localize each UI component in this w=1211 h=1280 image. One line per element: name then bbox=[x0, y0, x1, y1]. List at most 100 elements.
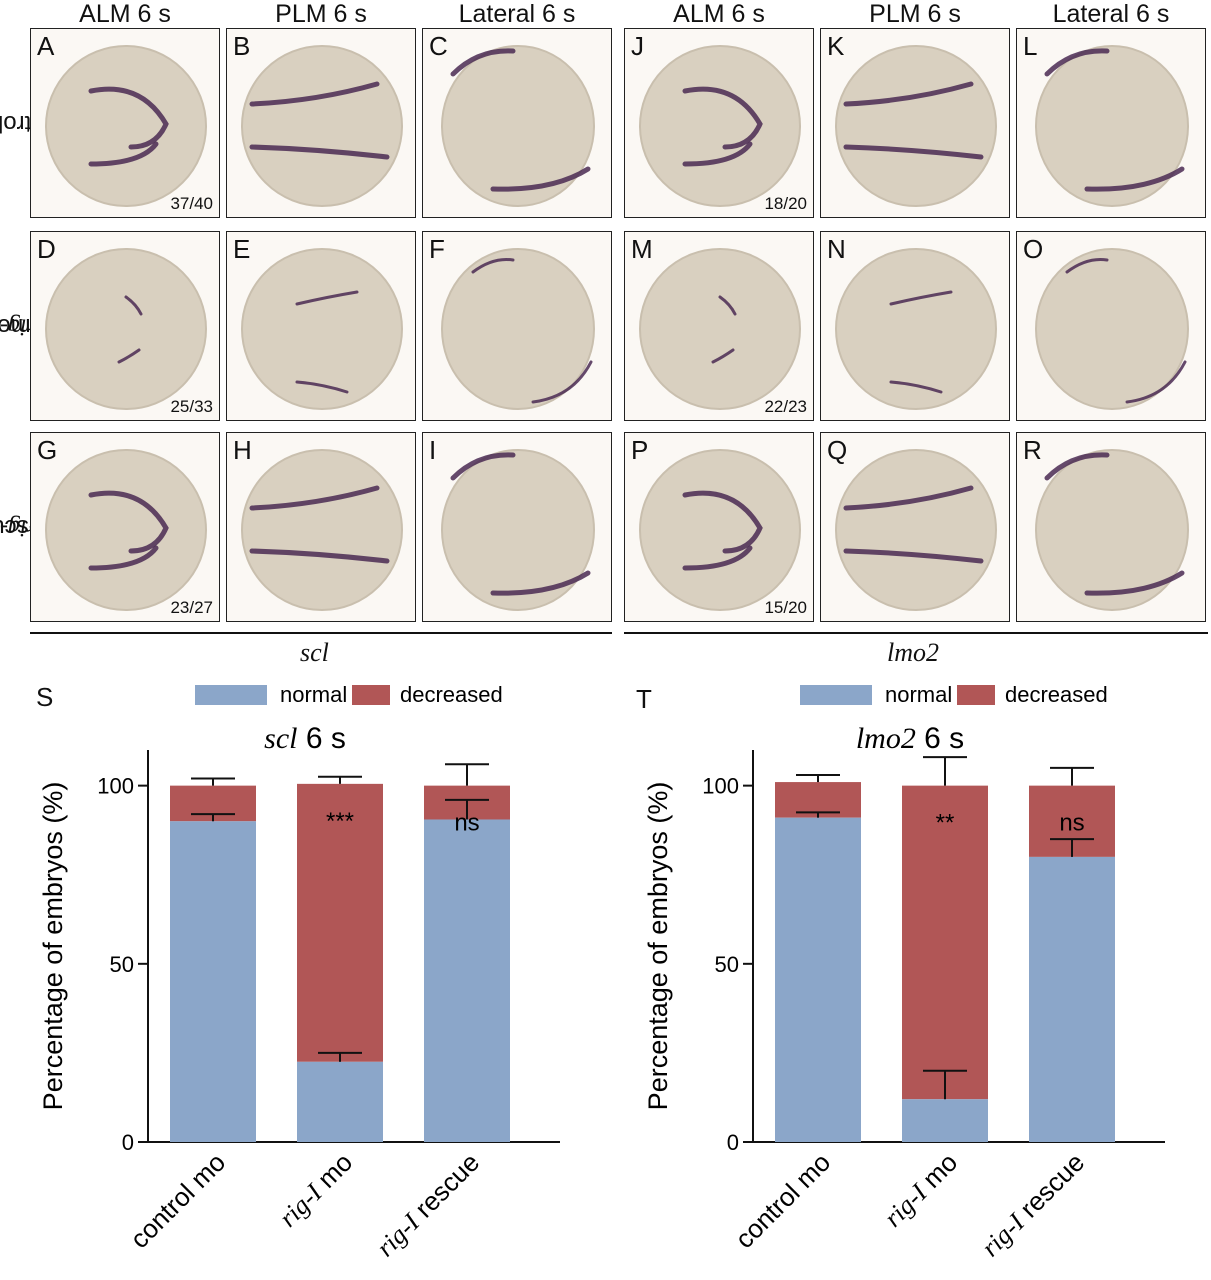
stain-stripe bbox=[718, 295, 737, 316]
embryo-panel-N: N bbox=[820, 231, 1010, 421]
category-label: control mo bbox=[729, 1147, 836, 1254]
stain-stripe bbox=[843, 144, 984, 160]
embryo-panel-D: D 25/33 bbox=[30, 231, 220, 421]
stain-stripe bbox=[843, 485, 974, 511]
embryo-body bbox=[1035, 449, 1189, 611]
stain-stripe bbox=[1125, 360, 1187, 404]
stain-stripe bbox=[889, 290, 953, 306]
legend-swatch-decreased bbox=[957, 685, 995, 705]
stain-stripe bbox=[889, 380, 943, 394]
chart-title-stage: 6 s bbox=[297, 722, 345, 755]
stain-stripe bbox=[88, 86, 169, 150]
gene-label-lmo2: lmo2 bbox=[887, 638, 939, 667]
bar-normal bbox=[170, 821, 256, 1142]
embryo-panel-G: G 23/27 bbox=[30, 432, 220, 622]
embryo-image bbox=[835, 45, 997, 207]
bar-normal bbox=[1029, 856, 1115, 1142]
stain-stripe bbox=[450, 48, 516, 77]
embryo-panel-C: C bbox=[422, 28, 612, 218]
panel-letter: F bbox=[429, 234, 445, 264]
embryo-image bbox=[441, 45, 595, 207]
stain-stripe bbox=[531, 360, 593, 404]
category-label: rig-I mo bbox=[878, 1147, 964, 1233]
stain-stripe bbox=[1084, 570, 1185, 596]
embryo-body bbox=[45, 449, 207, 611]
embryo-image bbox=[241, 449, 403, 611]
embryo-image bbox=[45, 45, 207, 207]
panel-letter: J bbox=[631, 31, 644, 61]
embryo-panel-Q: Q bbox=[820, 432, 1010, 622]
embryo-image bbox=[639, 45, 801, 207]
bar-normal bbox=[902, 1099, 988, 1142]
panel-letter: G bbox=[37, 435, 58, 465]
category-label-text: rescue bbox=[1009, 1147, 1091, 1229]
row-label-rigi-rescue: rig-I rescue bbox=[0, 514, 50, 541]
embryo-count: 25/33 bbox=[170, 397, 213, 416]
legend: normal decreased bbox=[195, 682, 503, 707]
column-header-2: PLM 6 s bbox=[275, 0, 367, 28]
legend-label-normal: normal bbox=[885, 682, 952, 707]
bar-normal bbox=[775, 817, 861, 1142]
category-label-text: control mo bbox=[124, 1147, 231, 1254]
bar-decreased bbox=[902, 785, 988, 1100]
stain-stripe bbox=[88, 545, 159, 571]
embryo-panel-I: I bbox=[422, 432, 612, 622]
stain-stripe bbox=[295, 380, 349, 394]
stain-stripe bbox=[295, 290, 359, 306]
column-header-1: ALM 6 s bbox=[79, 0, 171, 28]
row-label-rigi-mo: rig-I mo bbox=[0, 313, 36, 340]
embryo-count: 23/27 bbox=[170, 598, 213, 617]
legend-swatch-normal bbox=[800, 685, 872, 705]
stain-stripe bbox=[682, 545, 753, 571]
stain-stripe bbox=[88, 490, 169, 554]
embryo-image bbox=[835, 248, 997, 410]
y-tick-label: 50 bbox=[715, 952, 739, 977]
embryo-panel-L: L bbox=[1016, 28, 1206, 218]
panel-letter: E bbox=[233, 234, 251, 264]
legend-label-decreased: decreased bbox=[400, 682, 503, 707]
panel-letter: Q bbox=[827, 435, 848, 465]
category-label: control mo bbox=[124, 1147, 231, 1254]
chart-title: scl 6 s bbox=[264, 722, 346, 755]
chart-T: normal decreased lmo2 6 s 0 50 100 Percentage … bbox=[643, 682, 1165, 1262]
panel-letter: H bbox=[233, 435, 252, 465]
y-tick-label: 50 bbox=[110, 952, 134, 977]
category-label: rig-I mo bbox=[273, 1147, 359, 1233]
embryo-image bbox=[1035, 449, 1189, 611]
embryo-count: 18/20 bbox=[764, 194, 807, 213]
panel-letter: C bbox=[429, 31, 448, 61]
significance-label: *** bbox=[326, 808, 354, 835]
panel-letter: L bbox=[1023, 31, 1038, 61]
stain-stripe bbox=[682, 141, 753, 167]
legend-swatch-normal bbox=[195, 685, 267, 705]
stain-stripe bbox=[249, 548, 390, 564]
embryo-count: 37/40 bbox=[170, 194, 213, 213]
embryo-body bbox=[639, 45, 801, 207]
embryo-panel-K: K bbox=[820, 28, 1010, 218]
embryo-body bbox=[835, 449, 997, 611]
embryo-image bbox=[835, 449, 997, 611]
legend: normal decreased bbox=[800, 682, 1108, 707]
embryo-panel-R: R bbox=[1016, 432, 1206, 622]
embryo-image bbox=[639, 449, 801, 611]
embryo-body bbox=[441, 449, 595, 611]
y-tick-label: 0 bbox=[122, 1130, 134, 1155]
embryo-body bbox=[441, 45, 595, 207]
embryo-body bbox=[835, 45, 997, 207]
embryo-count: 15/20 bbox=[764, 598, 807, 617]
panel-letter: M bbox=[631, 234, 653, 264]
embryo-panel-M: M 22/23 bbox=[624, 231, 814, 421]
column-header-4: ALM 6 s bbox=[673, 0, 765, 28]
y-tick-label: 0 bbox=[727, 1130, 739, 1155]
category-label-text: rescue bbox=[404, 1147, 486, 1229]
column-header-6: Lateral 6 s bbox=[1052, 0, 1170, 28]
y-axis-label: Percentage of embryos (%) bbox=[643, 782, 673, 1111]
panel-letter: R bbox=[1023, 435, 1042, 465]
embryo-body bbox=[45, 45, 207, 207]
embryo-body bbox=[241, 248, 403, 410]
embryo-panel-J: J 18/20 bbox=[624, 28, 814, 218]
stain-stripe bbox=[843, 81, 974, 107]
category-label: rig-I rescue bbox=[370, 1147, 485, 1262]
embryo-image bbox=[45, 449, 207, 611]
chart-S: normal decreased scl 6 s 0 50 100 Percentage o… bbox=[38, 682, 560, 1262]
